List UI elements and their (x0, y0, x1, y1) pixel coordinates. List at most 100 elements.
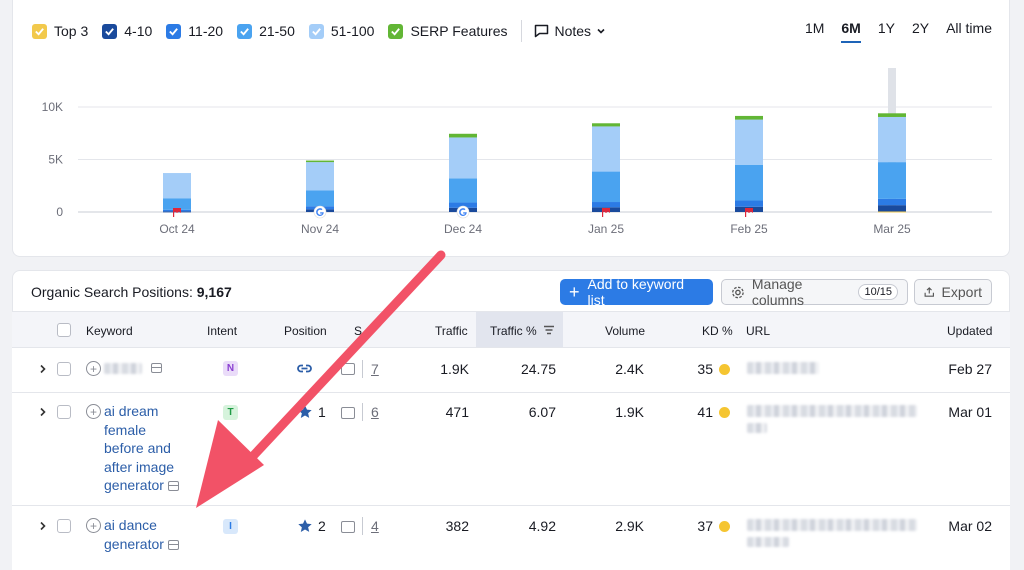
url-blurred[interactable] (747, 423, 767, 433)
serp-features-count[interactable]: 4 (371, 518, 379, 534)
chevron-right-icon[interactable] (38, 364, 48, 374)
serp-features-count[interactable]: 7 (371, 361, 379, 377)
select-all-checkbox[interactable] (57, 323, 71, 337)
bar-segment[interactable] (306, 162, 334, 191)
time-range-selector: 1M 6M 1Y 2Y All time (788, 20, 992, 43)
add-keyword-icon[interactable]: + (86, 361, 101, 376)
flag-icon[interactable] (173, 208, 181, 217)
bar-segment[interactable] (592, 202, 620, 208)
y-tick-label: 10K (42, 100, 63, 114)
volume-value: 2.4K (615, 361, 644, 377)
bar-segment[interactable] (306, 190, 334, 207)
export-label: Export (941, 284, 982, 300)
legend-11-20[interactable]: 11-20 (166, 23, 223, 39)
row-checkbox[interactable] (57, 362, 71, 376)
header-updated[interactable]: Updated (947, 324, 993, 338)
bar-segment[interactable] (449, 178, 477, 203)
updated-date: Feb 27 (948, 361, 992, 377)
serp-snapshot-icon[interactable] (167, 481, 179, 491)
header-url[interactable]: URL (746, 324, 771, 338)
traffic-value: 471 (445, 404, 469, 420)
plus-icon: + (569, 282, 580, 302)
chevron-right-icon[interactable] (38, 521, 48, 531)
header-intent[interactable]: Intent (207, 324, 238, 338)
range-1y[interactable]: 1Y (877, 20, 895, 36)
table-row[interactable]: + ai dream female before and after image… (12, 393, 1010, 506)
star-icon (298, 405, 312, 418)
header-position[interactable]: Position (284, 324, 327, 338)
table-row[interactable]: + N 7 1.9K 24.75 2.4K 35 Feb 27 (12, 348, 1010, 393)
add-keyword-icon[interactable]: + (86, 404, 101, 419)
header-kd[interactable]: KD % (702, 324, 733, 338)
keyword-link[interactable]: ai dance generator (104, 516, 184, 553)
header-traffic-pct[interactable]: Traffic % (490, 324, 537, 338)
keyword-link[interactable]: ai dream female before and after image g… (104, 402, 184, 495)
bar-segment[interactable] (449, 133, 477, 138)
bar-segment[interactable] (878, 198, 906, 206)
google-icon[interactable] (456, 205, 470, 219)
bar-segment[interactable] (878, 113, 906, 117)
bar-segment[interactable] (735, 115, 763, 120)
x-tick-label: Oct 24 (159, 222, 195, 236)
bar-segment[interactable] (878, 162, 906, 199)
bar-segment[interactable] (735, 119, 763, 165)
legend-serp-features[interactable]: SERP Features (388, 23, 507, 39)
url-blurred[interactable] (747, 519, 917, 531)
bar-segment[interactable] (592, 126, 620, 172)
serp-features-icon[interactable] (341, 407, 355, 419)
kd-value: 35 (697, 361, 713, 377)
chevron-right-icon[interactable] (38, 407, 48, 417)
flag-icon[interactable] (602, 208, 610, 217)
bar-segment[interactable] (592, 171, 620, 203)
table-row[interactable]: + ai dance generator I 2 4 382 4.92 2.9K… (12, 506, 1010, 570)
row-checkbox[interactable] (57, 405, 71, 419)
bar-segment[interactable] (735, 200, 763, 207)
sort-desc-icon[interactable] (543, 324, 555, 336)
notes-dropdown[interactable]: Notes (534, 23, 612, 39)
serp-features-count[interactable]: 6 (371, 404, 379, 420)
manage-columns-button[interactable]: Manage columns 10/15 (721, 276, 908, 308)
header-keyword[interactable]: Keyword (86, 324, 133, 338)
bar-segment[interactable] (592, 123, 620, 127)
bar-segment[interactable] (306, 160, 334, 163)
add-keyword-icon[interactable]: + (86, 518, 101, 533)
add-to-keyword-list-button[interactable]: + Add to keyword list (560, 276, 713, 308)
bar-segment[interactable] (163, 173, 191, 199)
intent-badge: T (223, 405, 238, 420)
bar-segment[interactable] (449, 202, 477, 208)
keyword-text[interactable]: ai dance generator (104, 517, 164, 552)
range-all-time[interactable]: All time (946, 20, 992, 36)
url-blurred[interactable] (747, 537, 789, 547)
legend-4-10[interactable]: 4-10 (102, 23, 152, 39)
serp-snapshot-icon[interactable] (151, 363, 162, 373)
range-1m[interactable]: 1M (804, 20, 825, 36)
range-6m[interactable]: 6M (841, 20, 861, 43)
bar-segment[interactable] (163, 198, 191, 210)
serp-features-icon[interactable] (341, 363, 355, 375)
legend-21-50[interactable]: 21-50 (237, 23, 295, 39)
serp-snapshot-icon[interactable] (167, 539, 179, 550)
serp-features-icon[interactable] (341, 521, 355, 533)
row-checkbox[interactable] (57, 519, 71, 533)
header-volume[interactable]: Volume (605, 324, 646, 338)
keyword-blurred[interactable] (104, 363, 142, 374)
checkbox-icon (102, 23, 118, 39)
url-blurred[interactable] (747, 405, 917, 417)
header-serp[interactable]: S (354, 324, 363, 338)
keyword-text[interactable]: ai dream female before and after image g… (104, 403, 175, 493)
columns-count-badge: 10/15 (858, 284, 898, 300)
range-2y[interactable]: 2Y (911, 20, 930, 36)
bar-segment[interactable] (878, 205, 906, 212)
header-traffic[interactable]: Traffic (435, 324, 468, 338)
legend-51-100[interactable]: 51-100 (308, 23, 374, 39)
legend-top3[interactable]: Top 3 (32, 23, 88, 39)
bar-segment[interactable] (449, 137, 477, 179)
bar-segment[interactable] (878, 116, 906, 163)
export-button[interactable]: Export (914, 279, 992, 305)
bar-segment[interactable] (878, 211, 906, 213)
bar-segment[interactable] (735, 164, 763, 201)
flag-icon[interactable] (745, 208, 753, 217)
traffic-value: 1.9K (440, 361, 469, 377)
url-blurred[interactable] (747, 362, 819, 374)
google-icon[interactable] (313, 205, 327, 219)
